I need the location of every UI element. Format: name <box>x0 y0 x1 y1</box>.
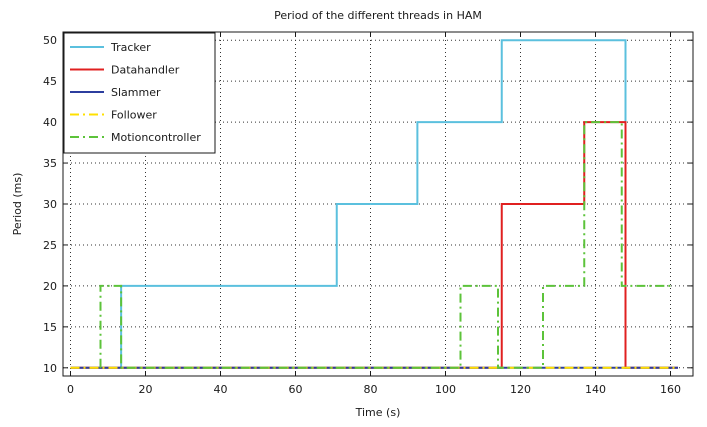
series-layer <box>70 39 678 369</box>
x-tick-label: 160 <box>660 383 681 396</box>
x-tick-label: 80 <box>364 383 378 396</box>
x-tick-label: 40 <box>214 383 228 396</box>
legend: Tracker Datahandler Slammer Follower Motionc… <box>63 32 216 154</box>
y-tick-label: 40 <box>43 116 57 129</box>
series-line-tracker <box>120 39 627 368</box>
y-tick-label: 35 <box>43 157 57 170</box>
x-tick-label: 100 <box>435 383 456 396</box>
legend-label-motioncontroller: Motioncontroller <box>111 131 201 144</box>
y-tick-label: 10 <box>43 362 57 375</box>
x-tick-label: 0 <box>67 383 74 396</box>
x-tick-label: 20 <box>139 383 153 396</box>
x-tick-label: 120 <box>510 383 531 396</box>
legend-label-slammer: Slammer <box>111 86 161 99</box>
y-tick-label: 50 <box>43 34 57 47</box>
y-tick-label: 15 <box>43 321 57 334</box>
series-line-datahandler <box>70 121 678 369</box>
legend-label-follower: Follower <box>111 109 157 122</box>
x-axis-title: Time (s) <box>355 406 401 419</box>
x-tick-label: 140 <box>585 383 606 396</box>
series-line-motioncontroller <box>99 121 671 369</box>
legend-label-tracker: Tracker <box>110 41 151 54</box>
y-tick-label: 45 <box>43 75 57 88</box>
chart-title: Period of the different threads in HAM <box>274 9 482 22</box>
legend-label-datahandler: Datahandler <box>111 64 180 77</box>
y-tick-label: 20 <box>43 280 57 293</box>
y-tick-label: 25 <box>43 239 57 252</box>
y-tick-label: 30 <box>43 198 57 211</box>
x-tick-label: 60 <box>289 383 303 396</box>
y-axis-title: Period (ms) <box>11 173 24 236</box>
